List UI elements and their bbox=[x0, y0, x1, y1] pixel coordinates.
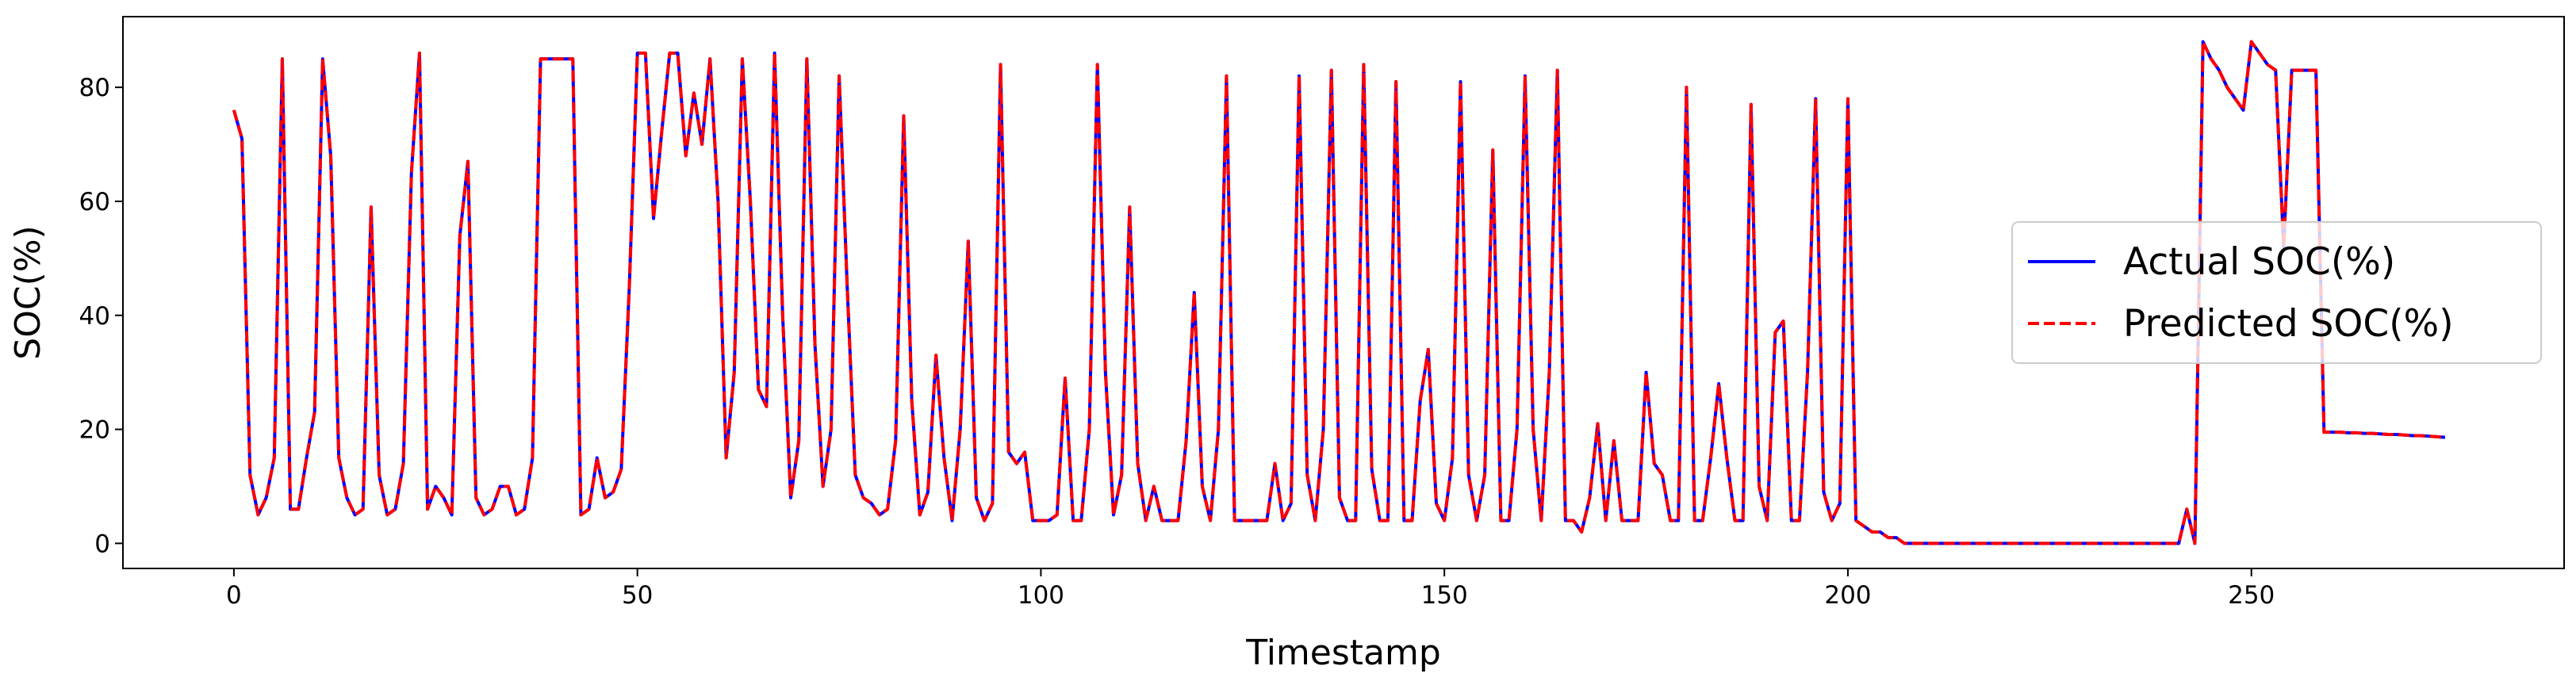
y-tick-label: 60 bbox=[79, 188, 110, 216]
x-tick-label: 150 bbox=[1421, 581, 1468, 610]
y-tick-label: 0 bbox=[94, 530, 110, 558]
y-tick-label: 80 bbox=[79, 74, 110, 102]
x-axis-label: Timestamp bbox=[1245, 633, 1441, 673]
x-tick-label: 200 bbox=[1824, 581, 1871, 610]
x-tick-label: 0 bbox=[226, 581, 242, 610]
x-tick-label: 100 bbox=[1018, 581, 1064, 610]
legend-label: Actual SOC(%) bbox=[2123, 240, 2395, 284]
y-tick-label: 40 bbox=[79, 302, 110, 331]
legend-label: Predicted SOC(%) bbox=[2123, 302, 2454, 346]
x-tick-label: 50 bbox=[622, 581, 653, 610]
plot-frame bbox=[122, 16, 2565, 569]
legend-box bbox=[2011, 221, 2542, 364]
series-line bbox=[232, 40, 2446, 545]
x-tick-label: 250 bbox=[2228, 581, 2275, 610]
y-tick-label: 20 bbox=[79, 416, 110, 445]
y-axis-label: SOC(%) bbox=[8, 225, 48, 359]
legend: Actual SOC(%) Predicted SOC(%) bbox=[2011, 221, 2542, 364]
